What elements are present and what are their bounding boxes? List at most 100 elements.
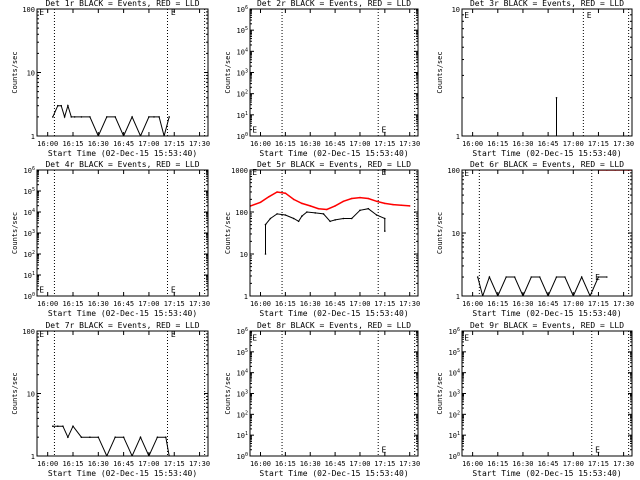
x-tick-label: 17:15 (588, 460, 609, 468)
x-tick-label: 16:15 (62, 300, 83, 308)
data-point (297, 220, 300, 223)
chart-title: Det 6r BLACK = Events, RED = LLD (470, 160, 624, 169)
event-marker: E (464, 11, 469, 20)
series-line (265, 208, 386, 254)
x-tick-label: 17:00 (349, 460, 370, 468)
y-tick-label: 101 (24, 271, 35, 280)
plot-frame (249, 169, 419, 297)
data-point (334, 205, 336, 207)
data-point (384, 230, 386, 232)
data-point (269, 217, 272, 220)
data-point (292, 217, 295, 220)
y-tick-label: 104 (24, 208, 35, 217)
event-marker: E (595, 273, 600, 282)
data-point (317, 207, 320, 210)
x-tick-label: 16:30 (512, 300, 533, 308)
data-point (564, 276, 566, 278)
data-point (284, 214, 287, 216)
x-tick-label: 17:15 (164, 460, 185, 468)
x-tick-label: 17:30 (613, 140, 634, 148)
series-group (555, 97, 558, 136)
y-tick-label: 10 (27, 70, 35, 78)
chart-panel-4: Det 4r BLACK = Events, RED = LLD Start Ti… (11, 160, 210, 318)
x-tick-label: 17:00 (138, 300, 159, 308)
x-tick-label: 16:45 (113, 460, 134, 468)
y-tick-label: 103 (24, 229, 35, 238)
x-axis-label: Start Time (02-Dec-15 15:53:40) (259, 309, 408, 318)
x-tick-label: 16:30 (300, 300, 321, 308)
data-point (73, 116, 76, 118)
x-tick-label: 16:00 (250, 460, 271, 468)
y-tick-label: 1000 (231, 167, 248, 175)
data-point (314, 212, 317, 214)
data-point (67, 436, 69, 439)
data-point (384, 217, 386, 220)
series-line (250, 191, 410, 211)
data-point (392, 203, 394, 206)
chart-panel-5: Det 5r BLACK = Events, RED = LLD Start Ti… (224, 160, 420, 318)
x-tick-label: 16:15 (275, 300, 296, 308)
data-point (122, 436, 125, 439)
x-tick-label: 16:45 (538, 300, 559, 308)
data-point (306, 211, 308, 213)
y-tick-label: 101 (237, 431, 248, 440)
x-tick-label: 16:00 (462, 460, 483, 468)
series-group (476, 170, 632, 296)
y-tick-label: 1 (31, 453, 35, 461)
event-marker: E (39, 286, 44, 295)
data-point (301, 202, 303, 205)
x-tick-label: 17:15 (588, 300, 609, 308)
data-point (80, 116, 83, 118)
y-axis-label: Counts/sec (11, 212, 19, 254)
chart-panel-9: Det 9r BLACK = Events, RED = LLD Start Ti… (436, 321, 634, 478)
event-marker: E (382, 168, 387, 177)
y-tick-label: 106 (237, 5, 248, 14)
x-tick-label: 17:15 (164, 140, 185, 148)
plot-frame (36, 8, 209, 137)
data-point (62, 425, 64, 428)
y-axis-label: Counts/sec (11, 51, 19, 93)
chart-title: Det 8r BLACK = Events, RED = LLD (257, 321, 411, 330)
chart-title: Det 7r BLACK = Events, RED = LLD (45, 321, 199, 330)
x-tick-label: 16:30 (300, 140, 321, 148)
data-point (139, 436, 142, 439)
data-point (268, 196, 270, 198)
data-point (580, 276, 583, 278)
data-point (530, 276, 533, 278)
x-tick-label: 17:00 (563, 460, 584, 468)
event-marker: E (252, 126, 257, 135)
data-point (350, 197, 353, 200)
x-tick-label: 16:00 (250, 140, 271, 148)
event-marker: E (252, 333, 257, 342)
y-tick-label: 104 (237, 47, 248, 56)
chart-panel-3: Det 3r BLACK = Events, RED = LLD Start Ti… (436, 0, 634, 158)
data-point (555, 97, 558, 99)
x-tick-label: 16:00 (462, 300, 483, 308)
data-point (89, 436, 91, 439)
y-tick-label: 10 (452, 230, 460, 238)
data-point (259, 201, 262, 204)
data-point (70, 116, 73, 118)
data-point (264, 223, 267, 226)
data-point (384, 202, 386, 205)
data-point (375, 214, 378, 216)
y-tick-label: 105 (449, 348, 460, 357)
y-tick-label: 106 (24, 166, 35, 175)
y-tick-label: 102 (24, 250, 35, 259)
event-marker: E (39, 8, 44, 17)
data-point (606, 276, 608, 278)
data-point (367, 197, 370, 200)
data-point (106, 116, 108, 118)
event-marker: E (587, 11, 592, 20)
chart-title: Det 3r BLACK = Events, RED = LLD (470, 0, 624, 8)
x-tick-label: 17:15 (374, 460, 395, 468)
y-tick-label: 102 (237, 410, 248, 419)
data-point (158, 116, 160, 118)
data-point (67, 104, 69, 107)
data-point (359, 196, 361, 199)
data-point (505, 276, 508, 278)
x-tick-label: 17:00 (349, 300, 370, 308)
event-marker: E (39, 330, 44, 339)
data-point (476, 276, 479, 278)
y-axis-label: Counts/sec (436, 372, 444, 414)
